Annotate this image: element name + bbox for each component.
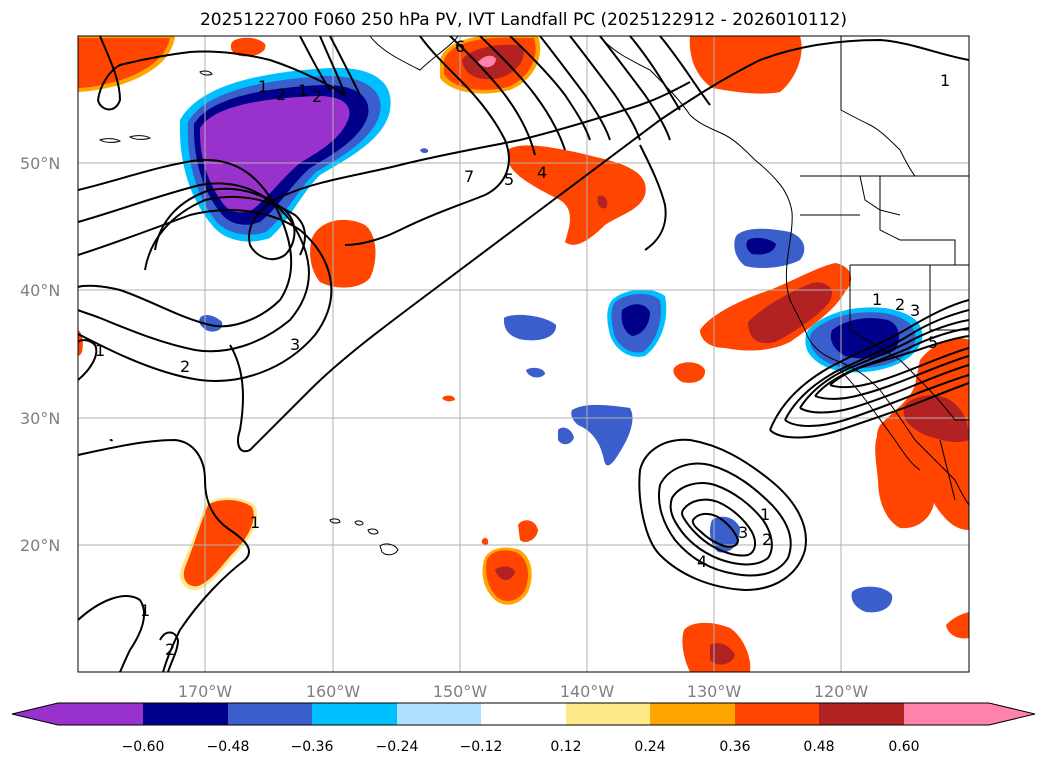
colorbar-bin — [650, 703, 735, 725]
contour-label: 1 — [258, 77, 268, 96]
positive-pv-anomaly-southwest-us — [875, 338, 969, 639]
colorbar-outline — [11, 702, 1036, 726]
lat-label-40n: 40°N — [20, 281, 60, 300]
map-frame — [77, 35, 970, 673]
contour-label: 2 — [165, 640, 175, 659]
contour-label: 1 — [760, 505, 770, 524]
lon-label-150w: 150°W — [433, 682, 488, 701]
colorbar-tick-label: −0.36 — [291, 739, 334, 755]
colorbar-bin — [312, 703, 397, 725]
contour-label: 1 — [298, 81, 308, 100]
contour-label: 5 — [504, 170, 514, 189]
contour-labels: 1 2 3 7 5 4 6 1 2 1 3 2 4 1 1 2 3 5 1 1 … — [95, 37, 950, 659]
colorbar-extend-min — [12, 703, 58, 725]
lat-label-30n: 30°N — [20, 409, 60, 428]
contour-label: 7 — [464, 167, 474, 186]
colorbar-bin — [58, 703, 143, 725]
colorbar-tick-label: 0.60 — [888, 739, 919, 755]
contour-label: 2 — [895, 295, 905, 314]
contour-label: 4 — [537, 163, 547, 182]
contour-label: 5 — [928, 333, 938, 352]
contour-label: 1 — [140, 601, 150, 620]
colorbar-tick-label: 0.36 — [719, 739, 750, 755]
map-title: 2025122700 F060 250 hPa PV, IVT Landfall… — [199, 10, 847, 30]
lat-label-20n: 20°N — [20, 536, 60, 555]
contour-label: 2 — [276, 85, 286, 104]
positive-pv-anomaly-subtropics — [179, 497, 751, 672]
contour-label: 6 — [455, 37, 465, 56]
contour-label: 1 — [95, 341, 105, 360]
colorbar-bin — [397, 703, 481, 725]
graticule — [78, 36, 969, 672]
colorbar-tick-label: −0.12 — [460, 739, 503, 755]
lon-label-130w: 130°W — [687, 682, 742, 701]
lon-label-140w: 140°W — [560, 682, 615, 701]
contour-label: 3 — [738, 523, 748, 542]
lat-label-50n: 50°N — [20, 154, 60, 173]
lon-label-120w: 120°W — [814, 682, 869, 701]
contour-label: 4 — [697, 552, 707, 571]
contour-label: 3 — [290, 335, 300, 354]
contour-label: 2 — [762, 530, 772, 549]
contour-label: 1 — [940, 71, 950, 90]
lon-label-160w: 160°W — [306, 682, 361, 701]
colorbar-bin — [228, 703, 312, 725]
colorbar: −0.60 −0.48 −0.36 −0.24 −0.12 0.12 0.24 … — [11, 702, 1036, 755]
colorbar-tick-label: −0.24 — [376, 739, 419, 755]
ivt-contours — [78, 36, 969, 672]
colorbar-bin — [735, 703, 819, 725]
latitude-labels: 50°N 40°N 30°N 20°N — [20, 154, 60, 555]
contour-label: 1 — [872, 290, 882, 309]
colorbar-tick-label: 0.24 — [634, 739, 665, 755]
colorbar-tick-label: 0.12 — [550, 739, 581, 755]
contour-label: 1 — [250, 513, 260, 532]
contour-label: 2 — [180, 357, 190, 376]
lon-label-170w: 170°W — [178, 682, 233, 701]
colorbar-bin — [819, 703, 904, 725]
colorbar-bin — [481, 703, 566, 725]
colorbar-bin — [143, 703, 228, 725]
colorbar-tick-label: −0.48 — [207, 739, 250, 755]
contour-label: 3 — [910, 301, 920, 320]
colorbar-extend-max — [989, 703, 1035, 725]
colorbar-bin — [566, 703, 650, 725]
colorbar-bin — [904, 703, 989, 725]
colorbar-tick-label: −0.60 — [122, 739, 165, 755]
contour-label: 2 — [312, 87, 322, 106]
negative-pv-anomaly-east-pacific — [199, 148, 923, 613]
longitude-labels: 170°W 160°W 150°W 140°W 130°W 120°W — [178, 682, 869, 701]
colorbar-tick-label: 0.48 — [803, 739, 834, 755]
coastlines — [98, 36, 969, 556]
